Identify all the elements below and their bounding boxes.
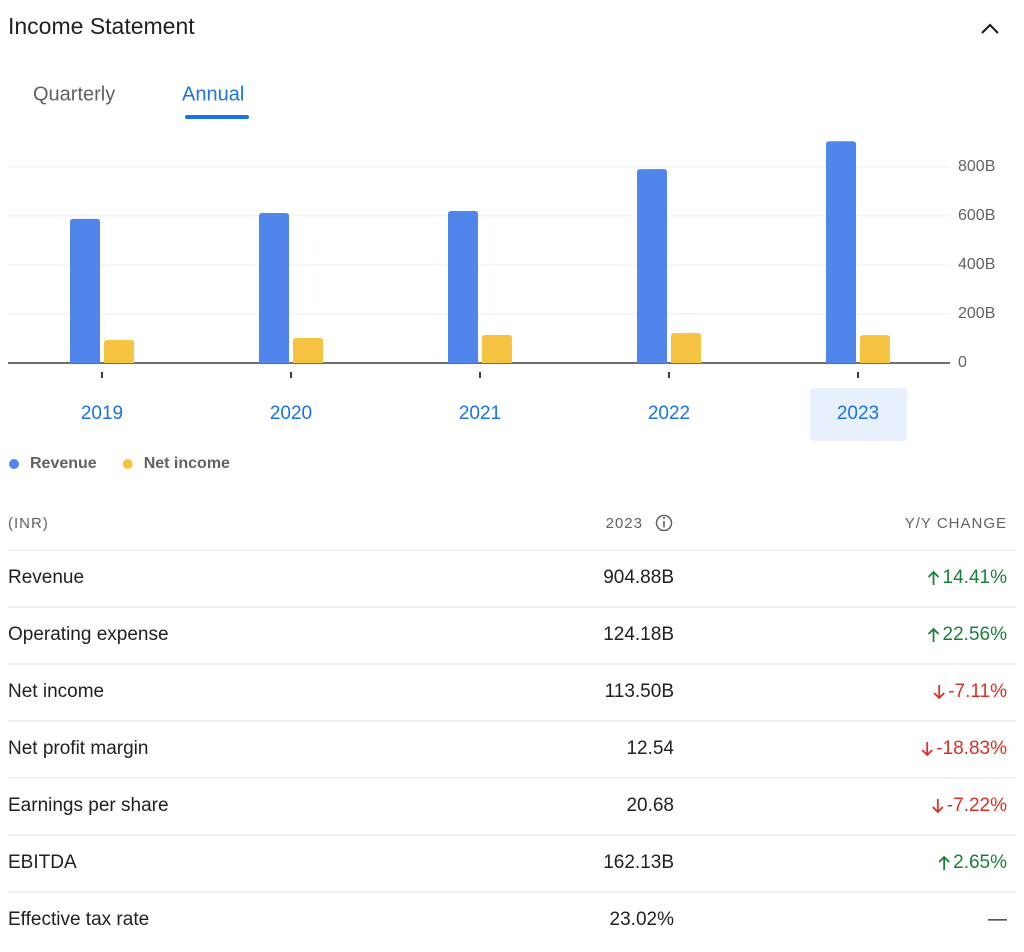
row-change: -7.11%: [948, 681, 1007, 702]
card-title: Income Statement: [8, 13, 195, 39]
selected-year-highlight: [810, 388, 907, 441]
row-change: —: [988, 909, 1007, 930]
row-value: 12.54: [626, 738, 674, 759]
tab-quarterly[interactable]: Quarterly: [33, 83, 115, 105]
row-value: 23.02%: [610, 909, 675, 930]
bar: [637, 169, 667, 363]
bar: [448, 211, 478, 363]
chart: 0 200B 400B 600B 800B 2019 2020 2021 2022 2023 Rev…: [8, 141, 995, 472]
y-tick-label: 200B: [958, 305, 995, 322]
legend-label: Net income: [144, 455, 230, 472]
bar: [671, 333, 701, 363]
up-arrow: [927, 627, 940, 642]
tab-underline: [185, 115, 249, 119]
row-label: EBITDA: [8, 852, 77, 873]
table-header: Y/Y CHANGE: [905, 515, 1007, 532]
up-arrow: [938, 855, 950, 870]
y-tick-label: 0: [958, 354, 967, 371]
row-change: -18.83%: [936, 738, 1007, 759]
row-change: -7.22%: [947, 795, 1007, 816]
row-label: Net income: [8, 681, 104, 702]
down-arrow: [921, 742, 933, 757]
x-tick-label[interactable]: 2019: [81, 403, 123, 424]
down-arrow: [932, 799, 944, 814]
down-arrow: [933, 685, 945, 700]
row-label: Revenue: [8, 567, 84, 588]
y-tick-label: 800B: [958, 158, 995, 175]
up-arrow: [927, 570, 940, 585]
row-label: Operating expense: [8, 624, 169, 645]
table-header: (INR): [8, 515, 49, 532]
row-value: 904.88B: [603, 567, 674, 588]
y-tick-label: 400B: [958, 256, 995, 273]
table: (INR) 2023 Y/Y CHANGE Revenue 904.88B 14.4…: [8, 514, 1016, 930]
row-label: Net profit margin: [8, 738, 148, 759]
row-value: 20.68: [626, 795, 674, 816]
row-label: Earnings per share: [8, 795, 169, 816]
bar: [860, 335, 890, 363]
row-value: 124.18B: [603, 624, 674, 645]
bar: [482, 335, 512, 363]
x-tick-label[interactable]: 2023: [837, 403, 879, 424]
x-tick-label[interactable]: 2021: [459, 403, 501, 424]
tab-annual[interactable]: Annual: [182, 83, 244, 105]
bar: [293, 337, 323, 363]
row-value: 162.13B: [603, 852, 674, 873]
table-header: 2023: [606, 515, 643, 532]
row-change: 14.41%: [943, 567, 1008, 588]
bar: [70, 218, 100, 363]
x-tick-label[interactable]: 2022: [648, 403, 690, 424]
legend-swatch: [122, 459, 133, 469]
legend-swatch: [9, 459, 19, 469]
row-label: Effective tax rate: [8, 909, 149, 930]
bar: [259, 212, 289, 363]
x-tick-label[interactable]: 2020: [270, 403, 312, 424]
y-tick-label: 600B: [958, 207, 995, 224]
row-value: 113.50B: [605, 681, 674, 702]
legend-label: Revenue: [30, 455, 97, 472]
row-change: 2.65%: [953, 852, 1007, 873]
bar: [826, 141, 856, 363]
collapse-chevron[interactable]: [981, 23, 999, 34]
row-change: 22.56%: [943, 624, 1008, 645]
info-icon[interactable]: [655, 514, 673, 532]
bar: [104, 339, 134, 363]
